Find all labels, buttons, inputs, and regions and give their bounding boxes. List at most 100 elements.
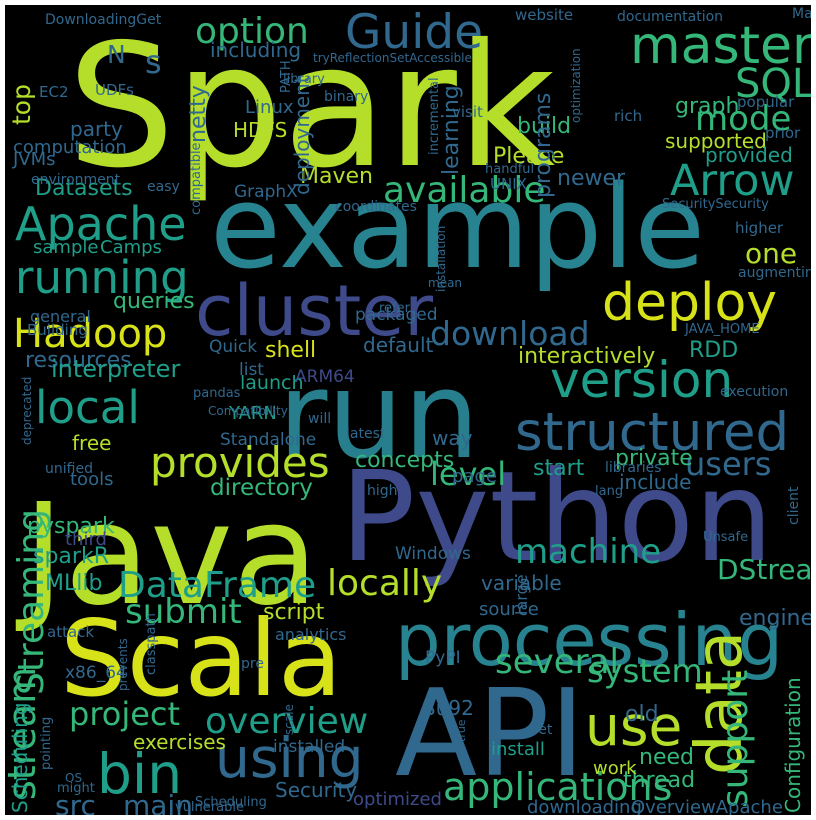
cloud-word-environment: environment bbox=[31, 172, 121, 188]
cloud-word-coordinates: coordinates bbox=[335, 199, 417, 215]
cloud-word-mean: mean bbox=[428, 276, 462, 290]
cloud-word-java: Java bbox=[15, 474, 319, 637]
cloud-word-rdd: RDD bbox=[689, 338, 738, 363]
cloud-word-local: local bbox=[35, 381, 140, 434]
cloud-word-optimized: optimized bbox=[353, 789, 442, 810]
cloud-word-scale: scale bbox=[282, 704, 296, 735]
cloud-word-list: list bbox=[239, 360, 264, 380]
cloud-word-supported: supported bbox=[665, 129, 767, 153]
cloud-word-sql: SQL bbox=[735, 61, 811, 107]
cloud-word-8u92: 8u92 bbox=[423, 696, 474, 720]
cloud-word-source: source bbox=[479, 599, 539, 620]
cloud-word-library: library bbox=[283, 72, 325, 87]
cloud-word-execution: execution bbox=[720, 384, 788, 400]
cloud-word-queries: queries bbox=[113, 289, 195, 314]
cloud-word-option: option bbox=[195, 11, 309, 52]
cloud-word-engine: engine bbox=[739, 606, 811, 631]
cloud-word-path: PATH bbox=[279, 60, 294, 93]
cloud-word-deploy: deploy bbox=[602, 273, 777, 333]
cloud-word-yarn: YARN bbox=[228, 403, 277, 424]
cloud-word-running: running bbox=[15, 251, 189, 304]
cloud-word-newer: newer bbox=[557, 166, 626, 191]
cloud-word-easy: easy bbox=[147, 179, 180, 195]
cloud-word-unix: UNIX bbox=[490, 175, 527, 193]
cloud-word-scheduling: Scheduling bbox=[8, 702, 32, 813]
cloud-word-exercises: exercises bbox=[133, 730, 226, 754]
cloud-word-vulnerable: vulnerable bbox=[175, 800, 244, 815]
cloud-word-download: download bbox=[430, 314, 590, 353]
cloud-word-dstreams: DStreams bbox=[717, 553, 811, 586]
cloud-word-general: general bbox=[30, 307, 91, 326]
cloud-word-classpath: classpath bbox=[144, 613, 159, 675]
cloud-word-old: old bbox=[625, 702, 659, 727]
cloud-word-x86-64: x86_64 bbox=[65, 663, 127, 683]
cloud-word-bin: bin bbox=[97, 742, 182, 806]
cloud-word-machine: machine bbox=[515, 532, 661, 572]
cloud-word-tools: tools bbox=[70, 469, 113, 490]
cloud-word-guide: Guide bbox=[345, 5, 483, 60]
cloud-word-run: run bbox=[278, 347, 479, 486]
cloud-word-third: third bbox=[65, 529, 107, 550]
cloud-word-pre: pre bbox=[241, 656, 264, 672]
cloud-word-submit: submit bbox=[125, 592, 242, 632]
cloud-word-party: party bbox=[70, 117, 123, 141]
cloud-word-large: large bbox=[512, 574, 531, 615]
cloud-word-locally: locally bbox=[327, 563, 442, 604]
cloud-word-private: private bbox=[615, 446, 693, 471]
cloud-word-processing: processing bbox=[395, 598, 783, 682]
cloud-word-mode: mode bbox=[695, 99, 791, 139]
cloud-word-windows: Windows bbox=[395, 544, 471, 564]
cloud-word-binary: binary bbox=[324, 89, 368, 105]
cloud-word-one: one bbox=[745, 237, 797, 270]
cloud-word-compatible: compatible bbox=[189, 142, 204, 215]
cloud-background bbox=[5, 5, 811, 815]
cloud-word-standalone: Standalone bbox=[220, 430, 316, 450]
cloud-word-linux: Linux bbox=[245, 97, 294, 118]
cloud-word-libraries: libraries bbox=[605, 460, 662, 476]
cloud-word-mac: Mac bbox=[792, 6, 811, 22]
word-cloud-canvas: Spark example Java Python run API Scala process… bbox=[5, 5, 811, 815]
cloud-word-users: users bbox=[685, 445, 771, 483]
cloud-word-cluster: cluster bbox=[195, 270, 433, 352]
cloud-word-master: master bbox=[630, 16, 811, 76]
cloud-word-rich: rich bbox=[614, 107, 642, 125]
cloud-word-installation: installation bbox=[434, 226, 448, 292]
cloud-word-please: Please bbox=[493, 144, 564, 169]
cloud-word-sample: sample bbox=[33, 237, 98, 258]
cloud-word-deprecated: deprecated bbox=[20, 377, 34, 445]
cloud-word-launch: launch bbox=[240, 372, 304, 394]
cloud-word-way: way bbox=[432, 426, 473, 450]
cloud-word-handful: handful bbox=[485, 162, 534, 177]
cloud-word-available: available bbox=[383, 170, 546, 211]
cloud-word-security: Security bbox=[275, 778, 357, 802]
cloud-word-pointing: pointing bbox=[39, 717, 54, 770]
cloud-word-example: example bbox=[210, 161, 705, 295]
cloud-word-arrow: Arrow bbox=[670, 156, 795, 206]
cloud-word-streaming: Streaming bbox=[11, 509, 52, 695]
cloud-word-api: API bbox=[395, 665, 585, 804]
cloud-word-popular: popular bbox=[737, 93, 795, 111]
cloud-word-prior: prior bbox=[765, 124, 801, 142]
cloud-word-graphx: GraphX bbox=[234, 182, 298, 202]
cloud-word-applications: applications bbox=[443, 765, 672, 809]
cloud-word-compatibility: Compatibility bbox=[208, 404, 288, 418]
cloud-word-free: free bbox=[72, 431, 111, 455]
cloud-word-refer: refer bbox=[379, 301, 411, 316]
cloud-word-python: Python bbox=[340, 445, 773, 590]
cloud-word-need: need bbox=[639, 745, 694, 770]
cloud-word-support: support bbox=[715, 670, 756, 808]
cloud-word-interactively: interactively bbox=[518, 344, 655, 369]
cloud-word-deployment: deployment bbox=[290, 75, 314, 195]
cloud-word-prevents: prevents bbox=[116, 638, 130, 691]
cloud-word-os: OS bbox=[65, 771, 82, 785]
cloud-word-level: level bbox=[430, 455, 506, 493]
cloud-word-unsafe: Unsafe bbox=[703, 530, 748, 545]
cloud-word-augmenting: augmenting bbox=[738, 265, 811, 281]
cloud-word-including: including bbox=[210, 38, 301, 62]
cloud-word-src: src bbox=[55, 789, 96, 815]
cloud-word-apache: Apache bbox=[15, 197, 187, 251]
cloud-word-java-home: JAVA_HOME bbox=[684, 322, 760, 337]
cloud-word-resources: resources bbox=[25, 348, 132, 373]
cloud-word-lang: lang bbox=[595, 484, 623, 499]
